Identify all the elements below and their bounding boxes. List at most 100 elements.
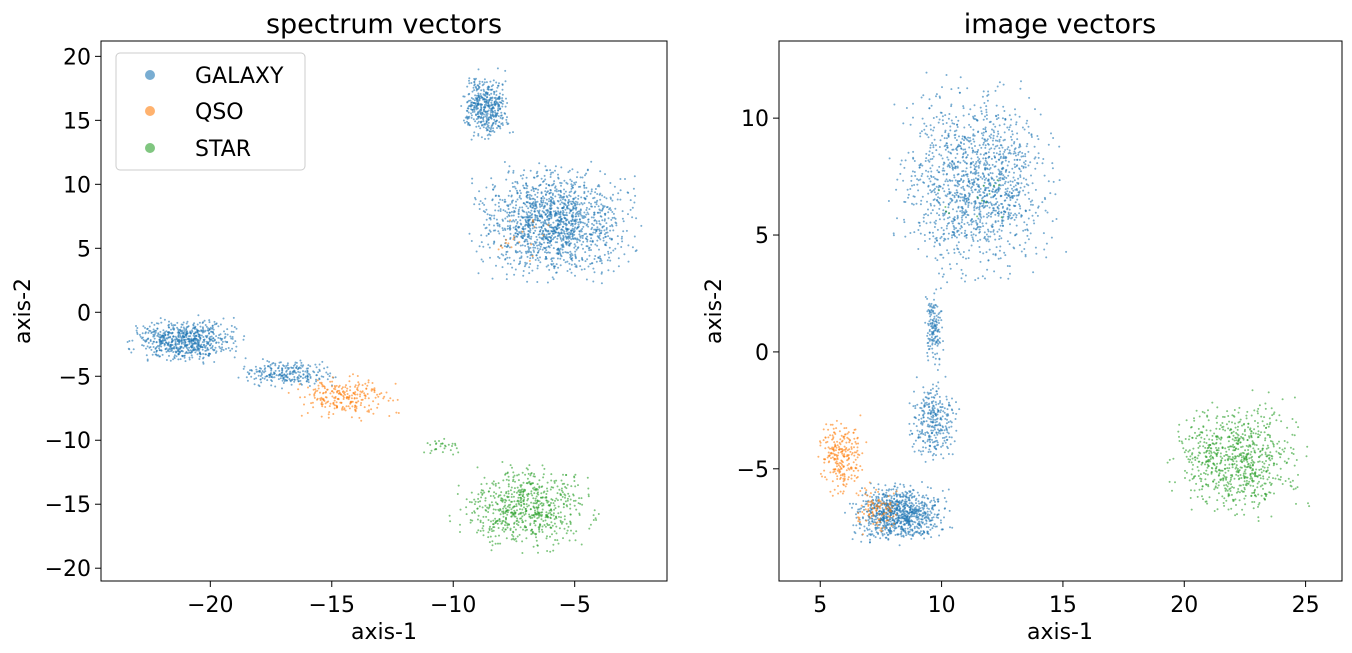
data-point — [987, 201, 990, 204]
data-point — [534, 216, 537, 219]
data-point — [323, 367, 326, 370]
data-point — [1019, 170, 1022, 173]
data-point — [553, 518, 556, 521]
data-point — [492, 523, 495, 526]
data-point — [146, 359, 149, 362]
data-point — [483, 203, 486, 206]
data-point — [545, 183, 548, 185]
data-point — [535, 235, 538, 238]
data-point — [958, 251, 961, 254]
data-point — [553, 480, 556, 483]
data-point — [534, 499, 537, 502]
data-point — [293, 376, 296, 378]
data-point — [1002, 155, 1005, 158]
data-point — [540, 227, 543, 229]
data-point — [585, 206, 588, 209]
data-point — [336, 391, 339, 394]
data-point — [542, 195, 544, 198]
data-point — [396, 398, 399, 401]
data-point — [551, 260, 554, 263]
data-point — [616, 235, 619, 238]
data-point — [1006, 240, 1009, 243]
data-point — [337, 397, 340, 400]
data-point — [609, 229, 612, 232]
data-point — [959, 253, 962, 256]
data-point — [546, 230, 549, 233]
data-point — [981, 177, 984, 180]
data-point — [549, 196, 552, 199]
data-point — [963, 195, 966, 198]
data-point — [982, 143, 985, 146]
data-point — [996, 206, 999, 208]
data-point — [172, 351, 175, 353]
data-point — [581, 227, 584, 230]
data-point — [980, 112, 983, 115]
data-point — [516, 535, 519, 538]
data-point — [172, 335, 175, 338]
data-point — [135, 325, 137, 327]
data-point — [505, 537, 508, 540]
data-point — [281, 379, 284, 382]
data-point — [316, 397, 319, 400]
data-point — [520, 251, 523, 254]
data-point — [530, 209, 533, 212]
data-point — [157, 354, 160, 357]
data-point — [600, 203, 603, 206]
data-point — [970, 218, 973, 221]
data-point — [513, 259, 516, 262]
data-point — [1005, 192, 1008, 195]
data-point — [529, 205, 532, 208]
data-point — [536, 257, 539, 260]
data-point — [988, 248, 991, 251]
data-point — [949, 129, 952, 132]
data-point — [489, 130, 491, 133]
data-point — [602, 225, 605, 228]
data-point — [1008, 171, 1011, 174]
data-point — [585, 224, 588, 227]
data-point — [471, 511, 474, 514]
data-point — [145, 338, 148, 341]
data-point — [925, 125, 928, 128]
data-point — [263, 364, 266, 367]
data-point — [498, 223, 501, 226]
data-point — [558, 234, 561, 237]
data-point — [961, 137, 964, 140]
data-point — [569, 256, 572, 259]
data-point — [545, 249, 548, 252]
data-point — [475, 125, 478, 128]
data-point — [468, 115, 471, 118]
data-point — [492, 512, 495, 515]
data-point — [202, 352, 205, 355]
data-point — [157, 333, 160, 336]
data-point — [929, 128, 932, 131]
data-point — [159, 317, 162, 320]
data-point — [278, 373, 281, 376]
data-point — [973, 168, 976, 171]
data-point — [171, 324, 173, 327]
data-point — [1026, 142, 1029, 145]
data-point — [269, 363, 272, 366]
data-point — [488, 94, 491, 96]
data-point — [953, 122, 956, 125]
data-point — [220, 350, 223, 353]
data-point — [554, 507, 557, 510]
data-point — [483, 100, 486, 103]
data-point — [512, 238, 515, 241]
data-point — [314, 391, 316, 394]
data-point — [233, 356, 236, 359]
data-point — [371, 382, 374, 384]
data-point — [506, 262, 509, 265]
data-point — [995, 152, 998, 155]
data-point — [562, 259, 565, 261]
data-point — [287, 368, 290, 371]
data-point — [548, 246, 551, 249]
data-point — [567, 525, 570, 528]
data-point — [631, 246, 634, 249]
data-point — [542, 504, 545, 507]
data-point — [476, 518, 479, 521]
data-point — [558, 515, 560, 518]
data-point — [545, 251, 548, 254]
data-point — [1014, 147, 1017, 150]
data-point — [563, 518, 566, 521]
data-point — [578, 512, 581, 515]
